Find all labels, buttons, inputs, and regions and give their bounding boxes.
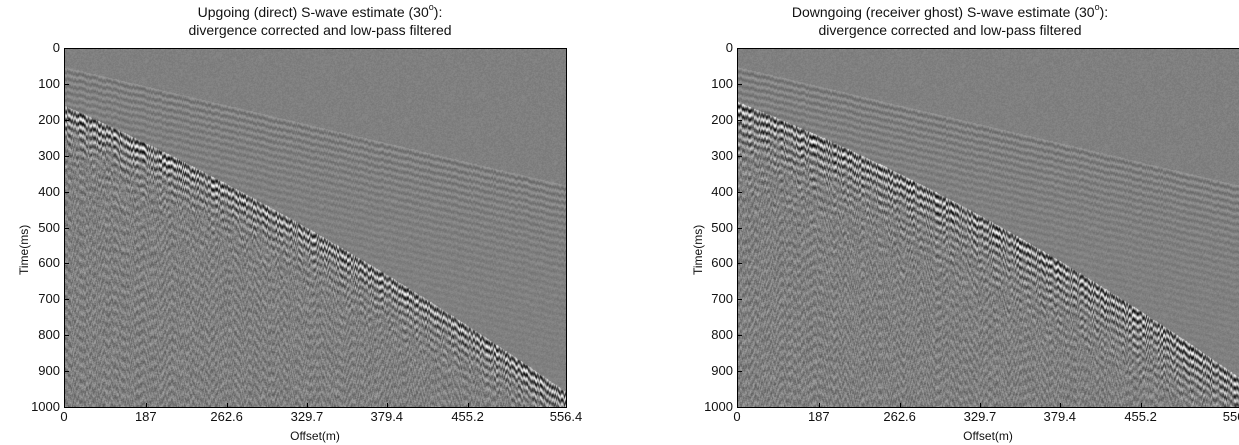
- y-tick-mark: [65, 119, 69, 121]
- y-tick-mark: [65, 48, 69, 49]
- plot-area: [737, 48, 1239, 408]
- y-tick-label: 100: [38, 75, 60, 91]
- title-text: Downgoing (receiver ghost) S-wave estima…: [791, 4, 1095, 20]
- y-tick-label: 600: [711, 255, 733, 271]
- y-tick-label: 200: [38, 111, 60, 127]
- x-tick-mark: [306, 403, 308, 407]
- x-tick-mark: [1059, 403, 1061, 407]
- y-axis-label: Time(ms): [17, 224, 31, 275]
- x-tick-label: 187: [134, 409, 157, 424]
- plot-area: [64, 48, 567, 408]
- x-tick-mark: [145, 403, 147, 407]
- chart-title: Downgoing (receiver ghost) S-wave estima…: [690, 3, 1210, 39]
- x-tick-label: 455.2: [1124, 409, 1157, 424]
- x-tick-label: 556.4: [549, 409, 583, 424]
- y-tick-label: 0: [725, 40, 733, 55]
- y-tick-mark: [65, 155, 69, 157]
- title-text-end: ):: [433, 4, 443, 20]
- y-tick-mark: [738, 83, 742, 85]
- x-tick-label: 379.4: [1043, 409, 1077, 424]
- y-tick-label: 400: [38, 183, 60, 199]
- y-tick-label: 1000: [704, 399, 733, 414]
- y-tick-mark: [65, 335, 69, 337]
- x-tick-mark: [899, 403, 901, 407]
- y-tick-label: 700: [38, 291, 60, 307]
- x-tick-label: 0: [733, 409, 741, 424]
- x-tick-label: 0: [60, 409, 68, 424]
- y-tick-label: 300: [711, 147, 733, 163]
- x-tick-mark: [386, 403, 388, 407]
- y-tick-label: 100: [711, 75, 733, 91]
- chart-title-line1: Upgoing (direct) S-wave estimate (30o):: [60, 3, 580, 21]
- y-tick-label: 600: [38, 255, 60, 271]
- y-tick-mark: [738, 191, 742, 193]
- y-tick-mark: [65, 227, 69, 229]
- y-tick-mark: [65, 371, 69, 373]
- y-tick-label: 800: [38, 327, 60, 343]
- degree-symbol: o: [1094, 2, 1100, 13]
- y-tick-label: 0: [52, 40, 60, 55]
- chart-panel-downgoing: Downgoing (receiver ghost) S-wave estima…: [620, 0, 1239, 445]
- y-tick-label: 500: [38, 219, 60, 235]
- x-tick-mark: [1140, 403, 1142, 407]
- y-tick-label: 400: [711, 183, 733, 199]
- x-axis-label: Offset(m): [290, 429, 340, 443]
- seismic-image: [738, 49, 1239, 407]
- y-tick-label: 900: [711, 363, 733, 379]
- x-tick-label: 329.7: [290, 409, 324, 424]
- y-tick-mark: [65, 83, 69, 85]
- x-tick-mark: [467, 403, 469, 407]
- y-tick-label: 1000: [31, 399, 60, 414]
- y-tick-mark: [738, 119, 742, 121]
- y-tick-label: 300: [38, 147, 60, 163]
- x-tick-mark: [737, 403, 738, 407]
- x-tick-label: 262.6: [883, 409, 916, 424]
- y-axis-label: Time(ms): [691, 224, 705, 275]
- y-tick-mark: [738, 155, 742, 157]
- y-tick-mark: [65, 407, 69, 408]
- y-tick-mark: [65, 191, 69, 193]
- y-tick-label: 900: [38, 363, 60, 379]
- y-tick-mark: [738, 263, 742, 265]
- title-text: Upgoing (direct) S-wave estimate (30: [197, 4, 429, 20]
- x-axis-label: Offset(m): [963, 429, 1013, 443]
- x-tick-mark: [979, 403, 981, 407]
- x-tick-mark: [566, 403, 567, 407]
- x-tick-label: 455.2: [451, 409, 484, 424]
- y-tick-mark: [738, 371, 742, 373]
- y-tick-label: 700: [711, 291, 733, 307]
- y-tick-label: 800: [711, 327, 733, 343]
- degree-symbol: o: [428, 2, 434, 13]
- y-tick-label: 200: [711, 111, 733, 127]
- x-tick-mark: [226, 403, 228, 407]
- y-tick-mark: [738, 48, 742, 49]
- seismic-image: [65, 49, 566, 407]
- y-tick-mark: [65, 299, 69, 301]
- x-tick-label: 187: [807, 409, 830, 424]
- y-tick-mark: [738, 227, 742, 229]
- chart-title-line1: Downgoing (receiver ghost) S-wave estima…: [690, 3, 1210, 21]
- y-tick-mark: [65, 263, 69, 265]
- chart-title-line2: divergence corrected and low-pass filter…: [188, 22, 452, 38]
- y-tick-mark: [738, 299, 742, 301]
- x-tick-mark: [818, 403, 820, 407]
- chart-title: Upgoing (direct) S-wave estimate (30o): …: [60, 3, 580, 39]
- x-tick-mark: [64, 403, 65, 407]
- x-tick-label: 329.7: [963, 409, 997, 424]
- x-tick-label: 379.4: [370, 409, 404, 424]
- y-tick-label: 500: [711, 219, 733, 235]
- chart-panel-upgoing: Upgoing (direct) S-wave estimate (30o): …: [17, 3, 583, 443]
- x-tick-label: 262.6: [210, 409, 243, 424]
- y-tick-mark: [738, 407, 742, 408]
- x-tick-label: 556.4: [1222, 409, 1239, 424]
- chart-title-line2: divergence corrected and low-pass filter…: [818, 22, 1082, 38]
- title-text-end: ):: [1099, 4, 1109, 20]
- y-tick-mark: [738, 335, 742, 337]
